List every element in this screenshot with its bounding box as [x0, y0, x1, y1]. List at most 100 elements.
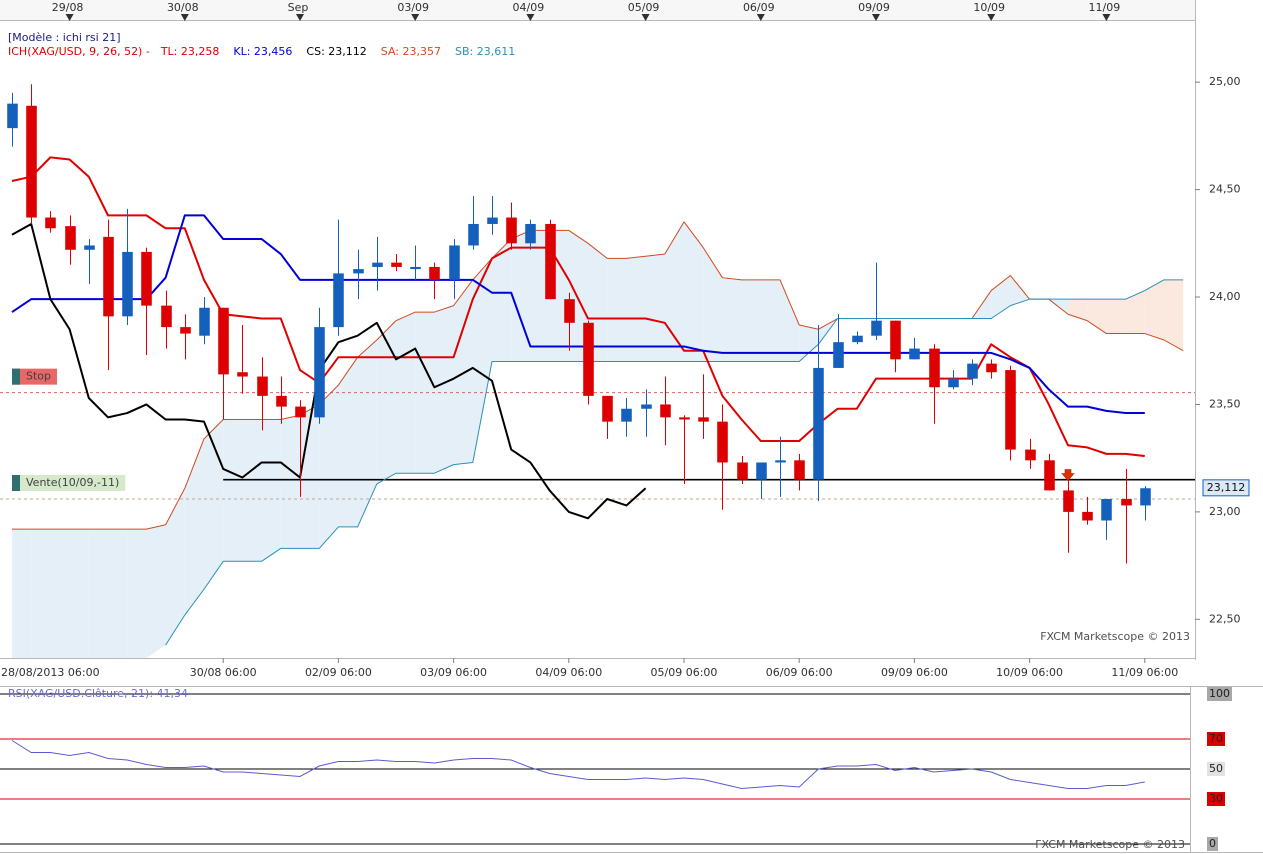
candle-body — [84, 245, 95, 250]
rsi-plot — [0, 693, 1190, 845]
cloud-segment — [50, 529, 70, 658]
x-tick-label: 09/09 06:00 — [881, 666, 948, 679]
candle-body — [257, 376, 268, 396]
candle-body — [775, 460, 786, 463]
x-tick-label: 11/09 06:00 — [1111, 666, 1178, 679]
candle-body — [237, 372, 248, 377]
top-date-marker — [641, 14, 650, 21]
cloud-segment — [69, 529, 89, 658]
price-tag-label: 23,112 — [1207, 481, 1246, 494]
top-date-label: 06/09 — [743, 1, 775, 14]
candle-body — [353, 269, 364, 274]
level-label: Stop — [26, 370, 51, 383]
rsi-line — [11, 740, 1145, 790]
cloud-segment — [88, 529, 108, 658]
candle-body — [660, 404, 671, 418]
y-tick-label: 23,50 — [1209, 397, 1241, 410]
candle-body — [65, 226, 76, 250]
cloud-segment — [607, 258, 627, 362]
top-date-label: Sep — [288, 1, 309, 14]
cloud-segment — [683, 221, 704, 362]
candle-body — [948, 378, 959, 388]
candle-body — [871, 320, 882, 336]
top-date-marker — [1102, 14, 1111, 21]
cloud-segment — [991, 275, 1011, 319]
top-date-label: 09/09 — [858, 1, 890, 14]
candle-body — [929, 348, 940, 388]
watermark: FXCM Marketscope © 2013 — [1035, 838, 1185, 851]
cloud-segment — [184, 438, 204, 616]
candle-body — [525, 223, 536, 244]
top-date-label: 10/09 — [973, 1, 1005, 14]
candle-body — [103, 236, 114, 317]
rsi-tick-box — [1207, 792, 1225, 806]
x-tick-label: 28/08/2013 06:00 — [1, 666, 100, 679]
x-tick-label: 02/09 06:00 — [305, 666, 372, 679]
cloud-segment — [491, 239, 512, 362]
rsi-tick-label: 50 — [1209, 762, 1223, 775]
cloud-segment — [511, 230, 531, 362]
candle-body — [545, 223, 556, 300]
rsi-tick-label: 30 — [1209, 792, 1223, 805]
candle-body — [794, 460, 805, 480]
cloud-segment — [223, 419, 243, 562]
top-date-marker — [295, 14, 304, 21]
candle-body — [199, 307, 210, 336]
cloud-segment — [338, 357, 358, 527]
candle-body — [506, 217, 517, 244]
cloud-segment — [1067, 299, 1088, 321]
top-date-marker — [411, 14, 420, 21]
candle-body — [180, 327, 191, 334]
candle-body — [1121, 499, 1132, 506]
top-date-label: 04/09 — [513, 1, 545, 14]
candle-body — [45, 217, 56, 229]
level-box — [12, 368, 58, 385]
top-date-marker — [756, 14, 765, 21]
cloud-segment — [127, 529, 147, 658]
cloud-segment — [376, 320, 396, 484]
candle-body — [218, 307, 229, 375]
cloud-segment — [203, 419, 224, 590]
candle-body — [679, 417, 690, 420]
y-tick-label: 25,00 — [1209, 75, 1241, 88]
candle-body — [141, 251, 152, 306]
top-date-marker — [871, 14, 880, 21]
x-tick-label: 06/09 06:00 — [766, 666, 833, 679]
candle-body — [372, 262, 383, 267]
candle-body — [26, 105, 37, 218]
legend: ICH(XAG/USD, 9, 26, 52) - TL: 23,258 KL: 2… — [8, 45, 515, 58]
candle-body — [410, 266, 421, 270]
indicator-line — [165, 279, 1184, 646]
candle-body — [1044, 460, 1055, 491]
cloud-segment — [1106, 299, 1126, 334]
level-tag: Vente(10/09,-11) — [12, 475, 126, 491]
x-tick-label: 30/08 06:00 — [190, 666, 257, 679]
legend-entry: SB: 23,611 — [455, 45, 515, 58]
cloud-segment — [741, 279, 761, 362]
rsi-tick-box — [1207, 687, 1232, 701]
candle-body — [641, 404, 652, 409]
top-date-marker — [180, 14, 189, 21]
candle-body — [833, 342, 844, 368]
cloud-segment — [760, 279, 780, 362]
x-tick-label: 10/09 06:00 — [996, 666, 1063, 679]
cloud-segment — [165, 488, 185, 646]
cloud-segment — [626, 256, 646, 362]
cloud-segment — [319, 385, 339, 549]
candle-body — [314, 327, 325, 418]
rsi-tick-box — [1207, 732, 1225, 746]
cloud-segment — [280, 415, 300, 549]
candle-body — [295, 406, 306, 418]
candle-body — [468, 223, 479, 246]
main-plot — [0, 84, 1195, 658]
cloud-segment — [779, 279, 800, 362]
candle-body — [890, 320, 901, 360]
indicator-line — [11, 214, 1145, 415]
rsi-tick-label: 100 — [1209, 687, 1230, 700]
top-date-label: 03/09 — [397, 1, 429, 14]
candle-body — [449, 245, 460, 280]
cloud-segment — [568, 230, 588, 362]
